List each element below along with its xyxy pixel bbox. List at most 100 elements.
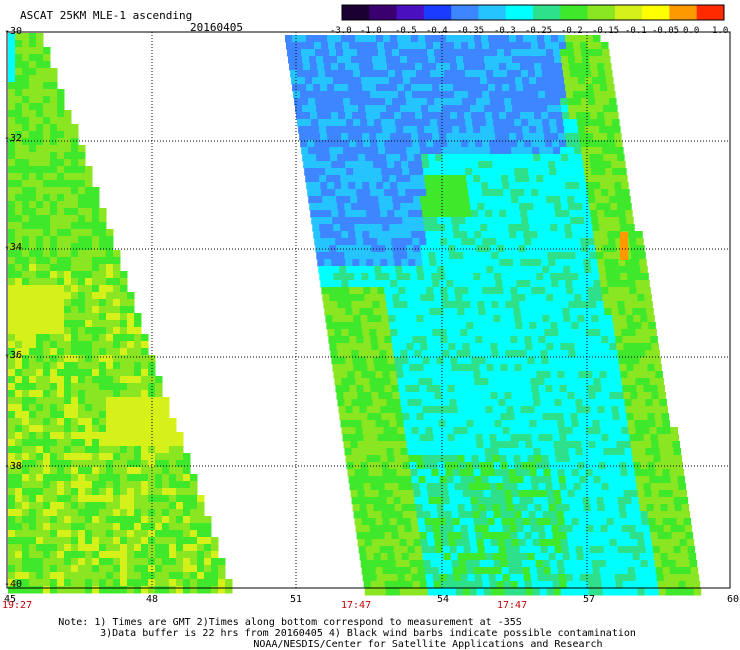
swath-cell (613, 126, 621, 134)
swath-cell (204, 551, 212, 559)
swath-cell (382, 175, 390, 183)
swath-cell (50, 495, 58, 503)
swath-cell (540, 546, 549, 554)
swath-cell (324, 210, 332, 218)
swath-cell (190, 551, 198, 559)
swath-cell (463, 546, 472, 554)
swath-cell (640, 413, 648, 421)
swath-cell (421, 546, 430, 554)
swath-cell (293, 42, 301, 50)
swath-cell (382, 322, 390, 330)
swath-cell (556, 217, 564, 225)
swath-cell (15, 208, 23, 216)
swath-cell (385, 343, 393, 351)
swath-cell (674, 455, 683, 463)
swath-cell (15, 502, 23, 510)
swath-cell (537, 133, 545, 141)
swath-cell (370, 287, 378, 295)
swath-cell (120, 572, 128, 580)
swath-cell (611, 210, 619, 218)
swath-cell (615, 336, 623, 344)
swath-cell (343, 294, 351, 302)
swath-cell (600, 182, 608, 190)
swath-cell (414, 448, 423, 456)
swath-cell (565, 378, 573, 386)
swath-cell (594, 287, 602, 295)
swath-cell (468, 91, 476, 99)
swath-cell (71, 341, 79, 349)
swath-cell (491, 105, 499, 113)
swath-cell (397, 84, 405, 92)
swath-cell (570, 511, 579, 519)
swath-cell (665, 539, 674, 547)
swath-cell (22, 425, 30, 433)
swath-cell (50, 271, 58, 279)
swath-cell (319, 224, 327, 232)
swath-cell (36, 145, 44, 153)
swath-cell (336, 49, 344, 57)
swath-cell (106, 271, 114, 279)
swath-cell (352, 357, 360, 365)
swath-cell (421, 350, 429, 358)
swath-cell (85, 313, 93, 321)
swath-cell (672, 490, 681, 498)
swath-cell (323, 105, 331, 113)
swath-cell (402, 119, 410, 127)
swath-cell (601, 336, 609, 344)
swath-cell (99, 467, 107, 475)
swath-cell (589, 252, 597, 260)
swath-cell (386, 105, 394, 113)
swath-cell (376, 476, 385, 484)
swath-cell (447, 287, 455, 295)
swath-cell (534, 455, 543, 463)
swath-cell (646, 308, 654, 316)
swath-cell (439, 182, 447, 190)
swath-cell (367, 217, 375, 225)
swath-cell (71, 411, 79, 419)
swath-cell (113, 320, 121, 328)
swath-cell (415, 161, 423, 169)
swath-cell (71, 551, 79, 559)
swath-cell (477, 350, 485, 358)
swath-cell (591, 315, 599, 323)
swath-cell (92, 551, 100, 559)
swath-cell (295, 56, 303, 64)
swath-cell (573, 483, 582, 491)
swath-cell (667, 553, 676, 561)
swath-cell (465, 511, 474, 519)
swath-cell (85, 558, 93, 566)
swath-cell (384, 42, 392, 50)
swath-cell (474, 378, 482, 386)
swath-cell (113, 558, 121, 566)
swath-cell (429, 112, 437, 120)
swath-cell (415, 308, 423, 316)
swath-cell (639, 553, 648, 561)
swath-cell (22, 75, 30, 83)
swath-cell (572, 378, 580, 386)
swath-cell (599, 273, 607, 281)
swath-cell (29, 117, 37, 125)
swath-cell (618, 455, 627, 463)
swath-cell (15, 187, 23, 195)
swath-cell (344, 252, 352, 260)
swath-cell (537, 182, 545, 190)
swath-cell (375, 371, 383, 379)
swath-cell (492, 455, 501, 463)
swath-cell (471, 308, 479, 316)
swath-cell (603, 399, 611, 407)
swath-cell (356, 434, 365, 442)
swath-cell (64, 418, 72, 426)
swath-cell (538, 434, 547, 442)
swath-cell (22, 54, 30, 62)
swath-cell (302, 154, 310, 162)
swath-cell (567, 147, 575, 155)
swath-cell (361, 175, 369, 183)
swath-cell (439, 231, 447, 239)
swath-cell (639, 357, 647, 365)
swath-cell (106, 467, 114, 475)
swath-cell (78, 306, 86, 314)
swath-cell (441, 196, 449, 204)
swath-cell (435, 448, 444, 456)
swath-cell (78, 467, 86, 475)
swath-cell (148, 481, 156, 489)
